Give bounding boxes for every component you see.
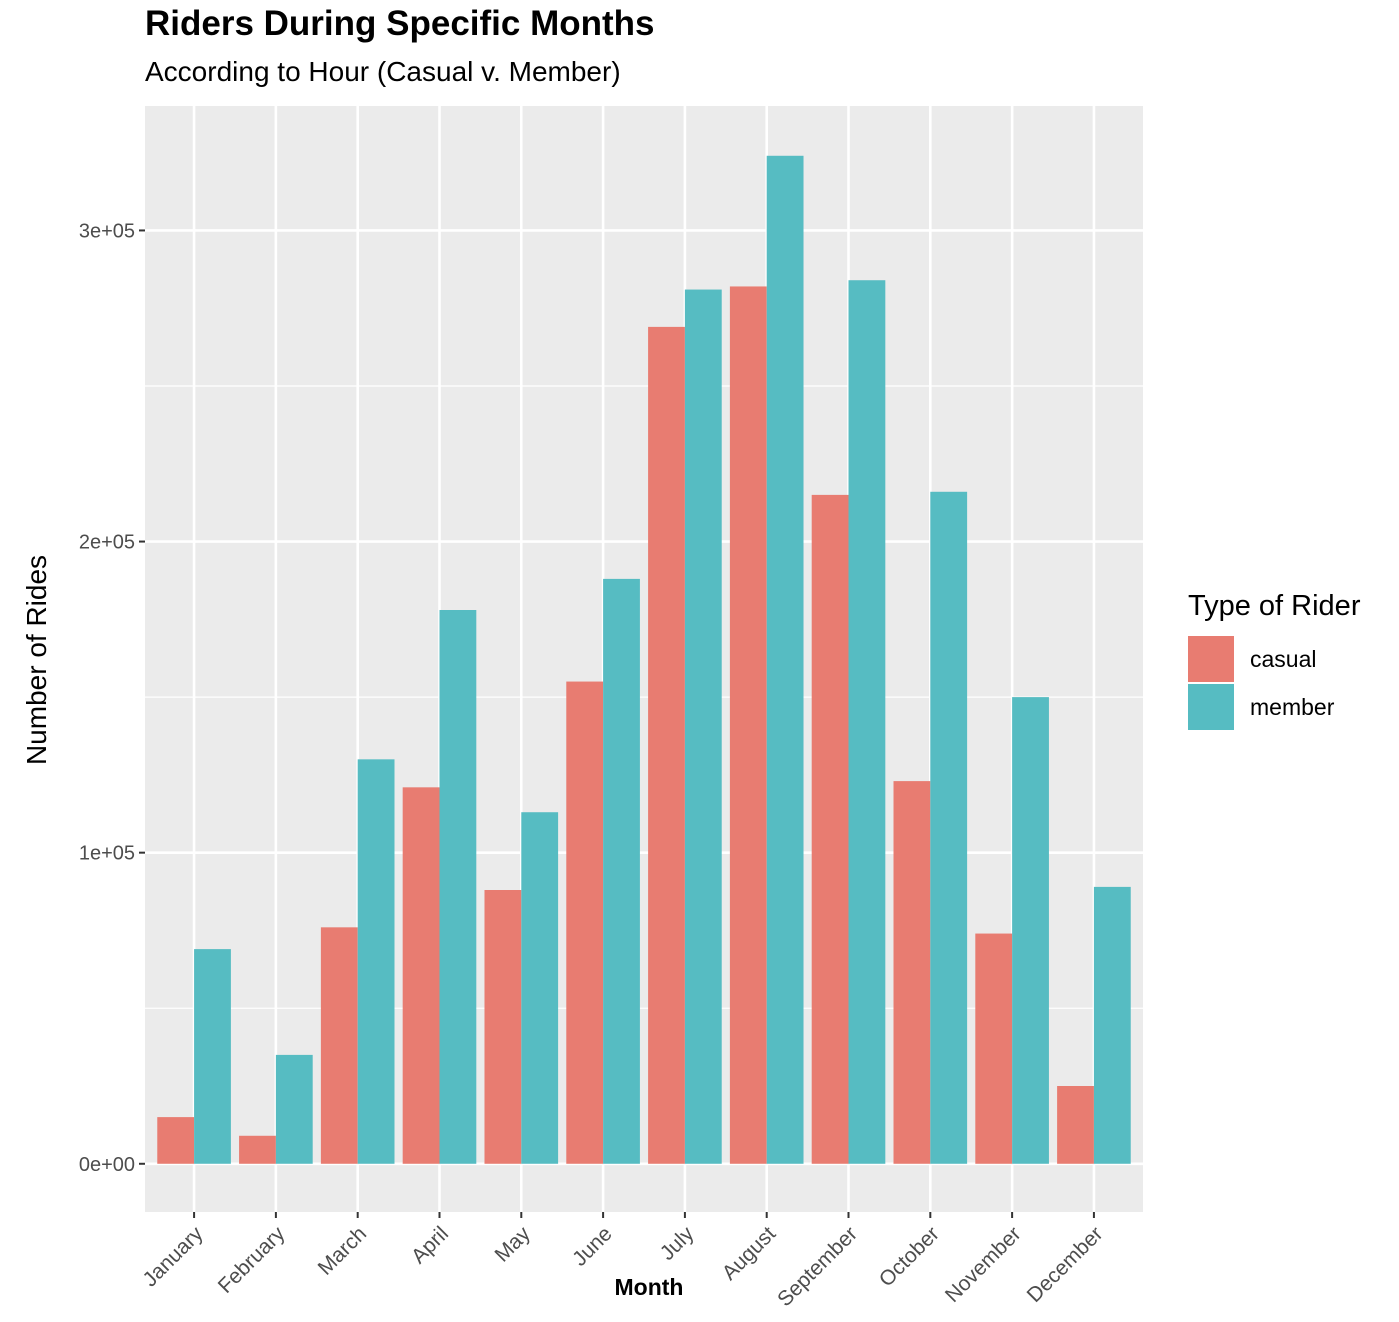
bar-member-november [1012, 697, 1049, 1164]
bar-casual-july [648, 326, 685, 1164]
x-tick-label: January [139, 1222, 208, 1291]
y-tick-label: 0e+00 [79, 1154, 135, 1176]
x-tick-label: September [773, 1222, 862, 1311]
x-tick-label: December [1023, 1222, 1108, 1307]
x-tick-label: April [407, 1222, 453, 1268]
bar-casual-april [402, 787, 440, 1164]
legend: Type of Rider casual member [1188, 590, 1360, 731]
bar-member-february [275, 1054, 313, 1164]
bar-member-april [439, 610, 477, 1164]
bar-member-october [930, 491, 968, 1164]
bar-member-august [766, 155, 804, 1164]
chart-subtitle: According to Hour (Casual v. Member) [145, 56, 621, 87]
legend-key-member [1188, 684, 1234, 730]
bar-casual-september [811, 494, 849, 1164]
bar-casual-august [729, 286, 767, 1164]
legend-item-member: member [1188, 683, 1360, 731]
bar-casual-december [1057, 1086, 1094, 1164]
bar-casual-june [566, 681, 604, 1164]
bar-member-july [684, 289, 722, 1164]
bar-casual-october [893, 781, 931, 1164]
bar-casual-may [484, 890, 522, 1164]
bar-member-march [357, 759, 395, 1164]
legend-label-member: member [1250, 693, 1335, 720]
bar-casual-january [157, 1117, 195, 1164]
legend-label-casual: casual [1250, 645, 1317, 672]
legend-item-casual: casual [1188, 635, 1360, 683]
bar-member-september [848, 280, 886, 1164]
y-tick-label: 1e+05 [79, 843, 135, 865]
y-axis-label: Number of Rides [21, 555, 52, 765]
bar-member-december [1093, 886, 1131, 1164]
y-tick-label: 2e+05 [79, 532, 135, 554]
y-tick-label: 3e+05 [79, 220, 135, 242]
legend-title: Type of Rider [1188, 590, 1361, 622]
bar-casual-february [239, 1135, 276, 1164]
bar-casual-march [320, 927, 358, 1164]
bar-member-may [521, 812, 559, 1164]
x-tick-label: May [491, 1222, 536, 1267]
x-tick-label: July [656, 1222, 699, 1265]
x-tick-label: February [214, 1222, 290, 1298]
x-tick-label: August [718, 1222, 781, 1285]
x-tick-label: March [314, 1222, 372, 1280]
legend-key-casual [1188, 636, 1234, 682]
bar-casual-november [975, 933, 1013, 1164]
bar-member-january [194, 949, 231, 1164]
x-tick-label: November [941, 1222, 1026, 1307]
x-tick-label: June [568, 1222, 616, 1270]
x-axis-label: Month [615, 1274, 684, 1300]
plot-area: 0e+00 1e+05 2e+05 3e+05 January February March… [79, 106, 1143, 1311]
bar-member-june [603, 578, 640, 1164]
x-tick-label: October [875, 1222, 944, 1291]
chart-title: Riders During Specific Months [145, 4, 655, 43]
